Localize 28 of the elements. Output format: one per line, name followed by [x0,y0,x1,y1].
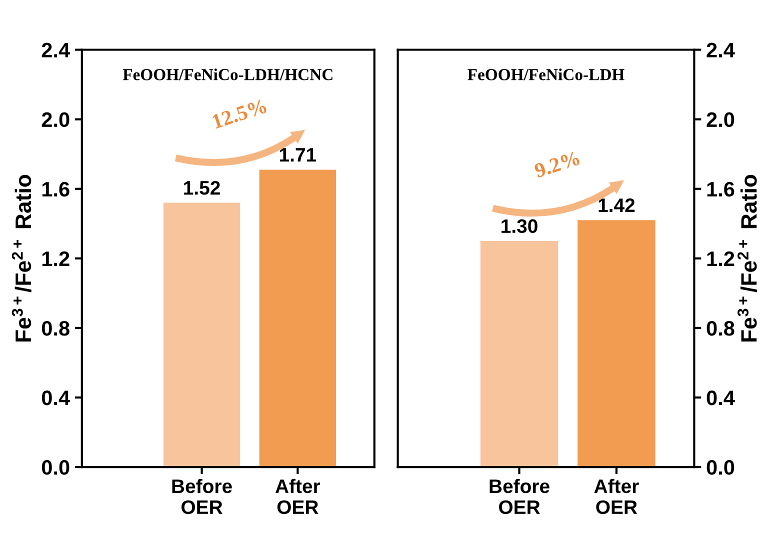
y2-tick-label: 2.0 [706,112,734,128]
y-tick-label: 0.0 [42,460,70,475]
y2-tick-label: 1.2 [707,251,734,266]
y2-tick-label: 1.6 [707,182,734,197]
x-tick-label: After OER [275,478,320,514]
text: FeOOH/FeNiCo-LDH/HCNC [122,68,332,80]
y-tick-label: 0.4 [42,390,70,406]
y2-tick-label: 0.8 [706,320,734,336]
y-tick-label: 2.0 [42,112,70,128]
x-tick-label: Before OER [172,478,232,514]
data-label: 1.52 [184,180,220,195]
text: 1.42 [598,198,635,212]
y-tick-label: 0.8 [42,320,70,336]
text: 1.30 [502,219,538,234]
y2-tick-label: 2.4 [706,42,735,58]
text: FeOOH/FeNiCo-LDH [468,68,624,80]
x-tick-label: After OER [594,478,639,514]
annotation: 9.2% [534,150,580,178]
y2-axis-title: Fe$^{3+}$/Fe$^{2+}$ Ratio [738,174,758,342]
y-tick-label: 2.4 [42,42,70,58]
y2-tick-label: 0.0 [706,460,734,475]
data-label: 1.71 [280,148,316,162]
annotation: 12.5% [212,98,268,129]
y2-tick-label: 0.4 [706,390,735,406]
y-tick-label: 1.6 [42,182,70,197]
y-tick-label: 1.2 [42,251,70,266]
x-tick-label: Before OER [490,478,550,514]
y-axis-title: Fe$^{3+}$/Fe$^{2+}$ Ratio [12,174,32,342]
